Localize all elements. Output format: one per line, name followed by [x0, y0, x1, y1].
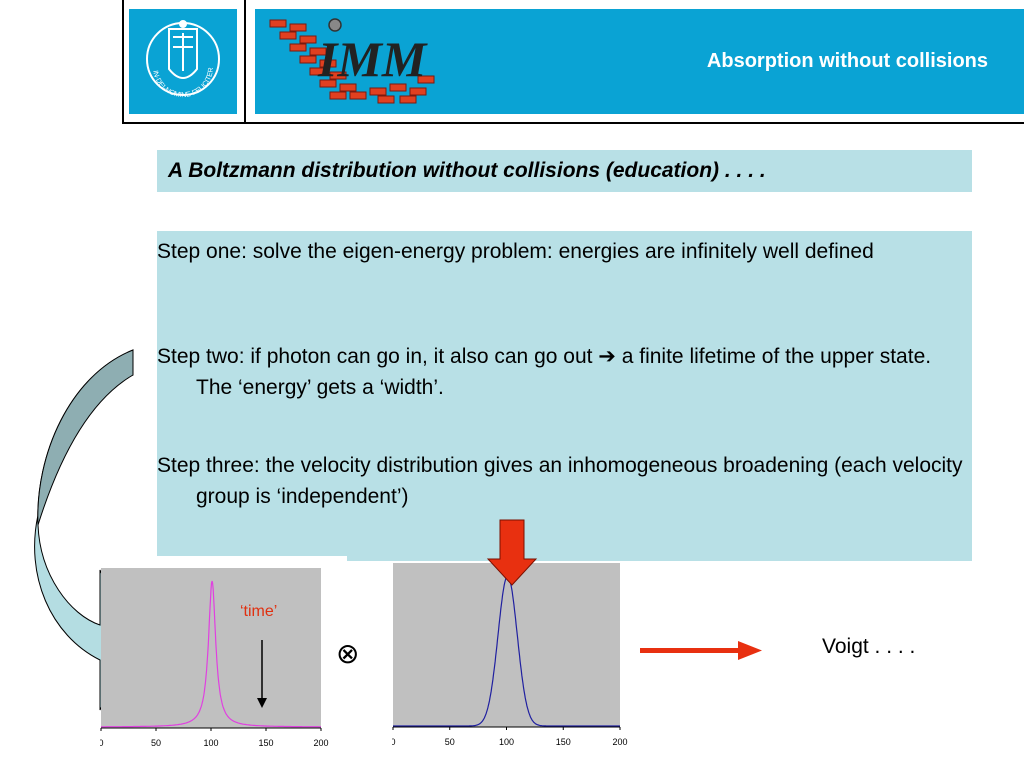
x-tick-label: 150: [556, 737, 571, 747]
step-one-text: Step one: solve the eigen-energy problem…: [157, 240, 874, 263]
voigt-label: Voigt . . . .: [822, 635, 916, 658]
step-two: Step two: if photon can go in, it also c…: [157, 341, 972, 403]
subtitle: A Boltzmann distribution without collisi…: [168, 159, 766, 182]
slide-title: Absorption without collisions: [706, 50, 988, 72]
step-one: Step one: solve the eigen-energy problem…: [157, 236, 972, 267]
gaussian-chart-svg: 0 50 100 150 200: [390, 563, 628, 747]
convolution-symbol: ⊗: [336, 638, 360, 669]
down-arrow-icon: [257, 640, 267, 708]
arrow-icon: ➔: [598, 345, 616, 368]
x-tick-label: 100: [499, 737, 514, 747]
header-divider: [244, 0, 246, 124]
time-label: ‘time’: [240, 603, 278, 620]
chart-gaussian: 0 50 100 150 200: [390, 563, 632, 763]
svg-text:IMM: IMM: [317, 31, 428, 87]
imm-logo: IMM: [268, 14, 448, 106]
imm-brick-logo-icon: IMM: [269, 18, 435, 104]
x-tick-label: 50: [151, 738, 161, 748]
header-frame: [122, 0, 1024, 124]
university-logo: IN·DEI·NOMINE·FELICITER: [129, 9, 237, 114]
x-tick-label: 150: [258, 738, 273, 748]
step-three: Step three: the velocity distribution gi…: [157, 450, 972, 512]
subtitle-box: [157, 150, 972, 192]
content-notch: [157, 556, 347, 566]
series-line: [101, 580, 321, 728]
x-tick-label: 200: [612, 737, 627, 747]
university-seal-icon: IN·DEI·NOMINE·FELICITER: [146, 20, 220, 99]
plot-area: [393, 563, 620, 727]
lorentzian-chart-svg: 0 50 100 150 200: [98, 568, 329, 748]
x-tick-label: 0: [392, 737, 396, 747]
svg-text:IN·DEI·NOMINE·FELICITER: IN·DEI·NOMINE·FELICITER: [151, 67, 215, 99]
red-down-arrow-icon: [486, 519, 538, 586]
x-tick-label: 50: [445, 737, 455, 747]
step-two-text-cont: a finite lifetime of the upper state. Th…: [196, 345, 932, 399]
step-three-text: Step three: the velocity distribution gi…: [157, 454, 963, 508]
chart-lorentzian: 0 50 100 150 200: [98, 568, 340, 763]
content-box: [157, 231, 972, 561]
x-tick-label: 100: [203, 738, 218, 748]
x-tick-label: 0: [100, 738, 104, 748]
red-right-arrow-icon: [640, 641, 762, 660]
step-two-text: Step two: if photon can go in, it also c…: [157, 345, 599, 368]
x-tick-label: 200: [313, 738, 328, 748]
